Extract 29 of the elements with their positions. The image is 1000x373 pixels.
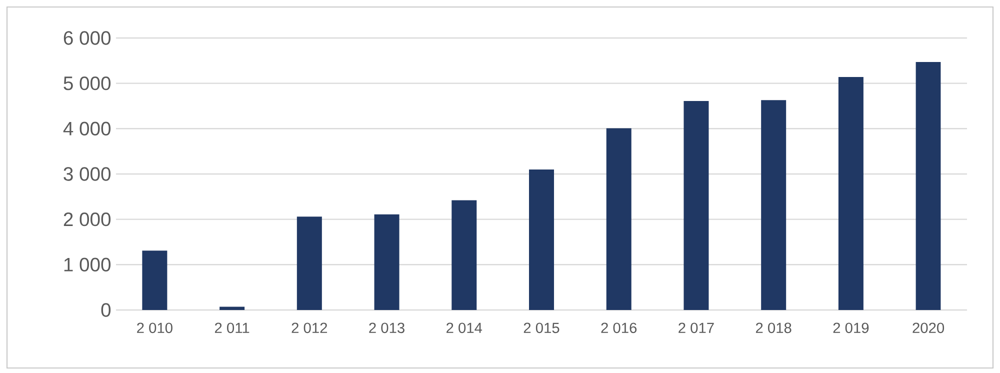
y-tick-label: 2 000 <box>64 212 111 226</box>
bar <box>142 250 168 310</box>
y-tick-label: 1 000 <box>64 258 111 272</box>
bar <box>606 128 632 310</box>
x-tick-label: 2 017 <box>678 322 714 334</box>
bar <box>529 169 554 310</box>
y-tick-label: 5 000 <box>64 76 111 90</box>
x-tick-label: 2 014 <box>446 322 482 334</box>
bar <box>916 62 941 310</box>
x-tick-label: 2 016 <box>601 322 637 334</box>
bar <box>220 306 245 310</box>
x-tick-label: 2 019 <box>833 322 869 334</box>
x-tick-label: 2 015 <box>524 322 560 334</box>
x-tick-label: 2020 <box>912 322 944 334</box>
bar <box>296 216 322 310</box>
x-tick-label: 2 018 <box>756 322 792 334</box>
x-tick-label: 2 012 <box>292 322 328 334</box>
bar <box>374 214 400 310</box>
y-tick-label: 3 000 <box>64 167 111 181</box>
y-tick-label: 0 <box>101 303 111 317</box>
bar <box>761 100 786 310</box>
bar <box>684 101 709 310</box>
bar <box>838 76 864 310</box>
x-tick-label: 2 010 <box>137 322 172 334</box>
x-tick-label: 2 011 <box>214 322 250 334</box>
bar <box>452 200 477 310</box>
y-tick-label: 6 000 <box>64 31 111 45</box>
x-tick-label: 2 013 <box>369 322 404 334</box>
y-tick-label: 4 000 <box>63 122 111 136</box>
